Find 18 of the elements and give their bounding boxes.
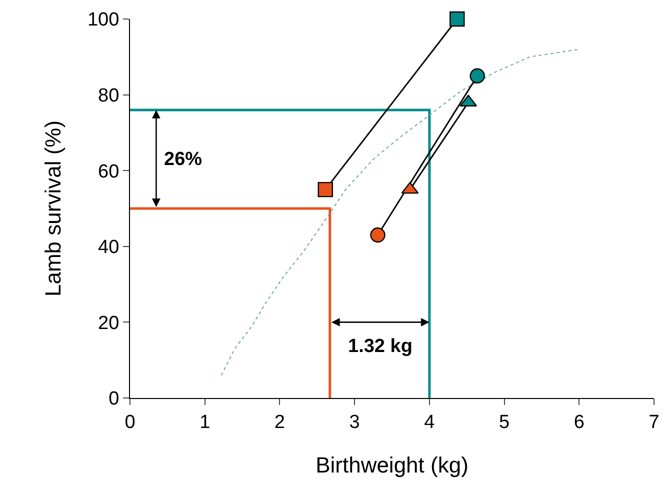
x-tick-label: 6 [574, 412, 584, 433]
x-tick-label: 3 [349, 412, 360, 433]
y-tick-label: 100 [87, 10, 120, 31]
x-tick-label: 7 [648, 412, 660, 433]
annotation: 26% [164, 149, 202, 170]
annotation: 1.32 kg [348, 336, 412, 357]
y-tick-label: 0 [108, 388, 120, 410]
x-axis-title: Birthweight (kg) [316, 452, 468, 478]
y-tick-label: 40 [98, 237, 120, 258]
y-axis-title: Lamb survival (%) [40, 120, 66, 297]
x-tick-label: 2 [274, 412, 285, 433]
x-tick-label: 0 [124, 412, 136, 433]
x-tick-label: 4 [424, 412, 436, 433]
x-tick-label: 1 [200, 412, 210, 433]
y-tick-label: 80 [98, 85, 120, 106]
x-tick-label: 5 [499, 412, 510, 433]
y-tick-label: 60 [98, 161, 120, 182]
y-tick-label: 20 [98, 312, 120, 334]
